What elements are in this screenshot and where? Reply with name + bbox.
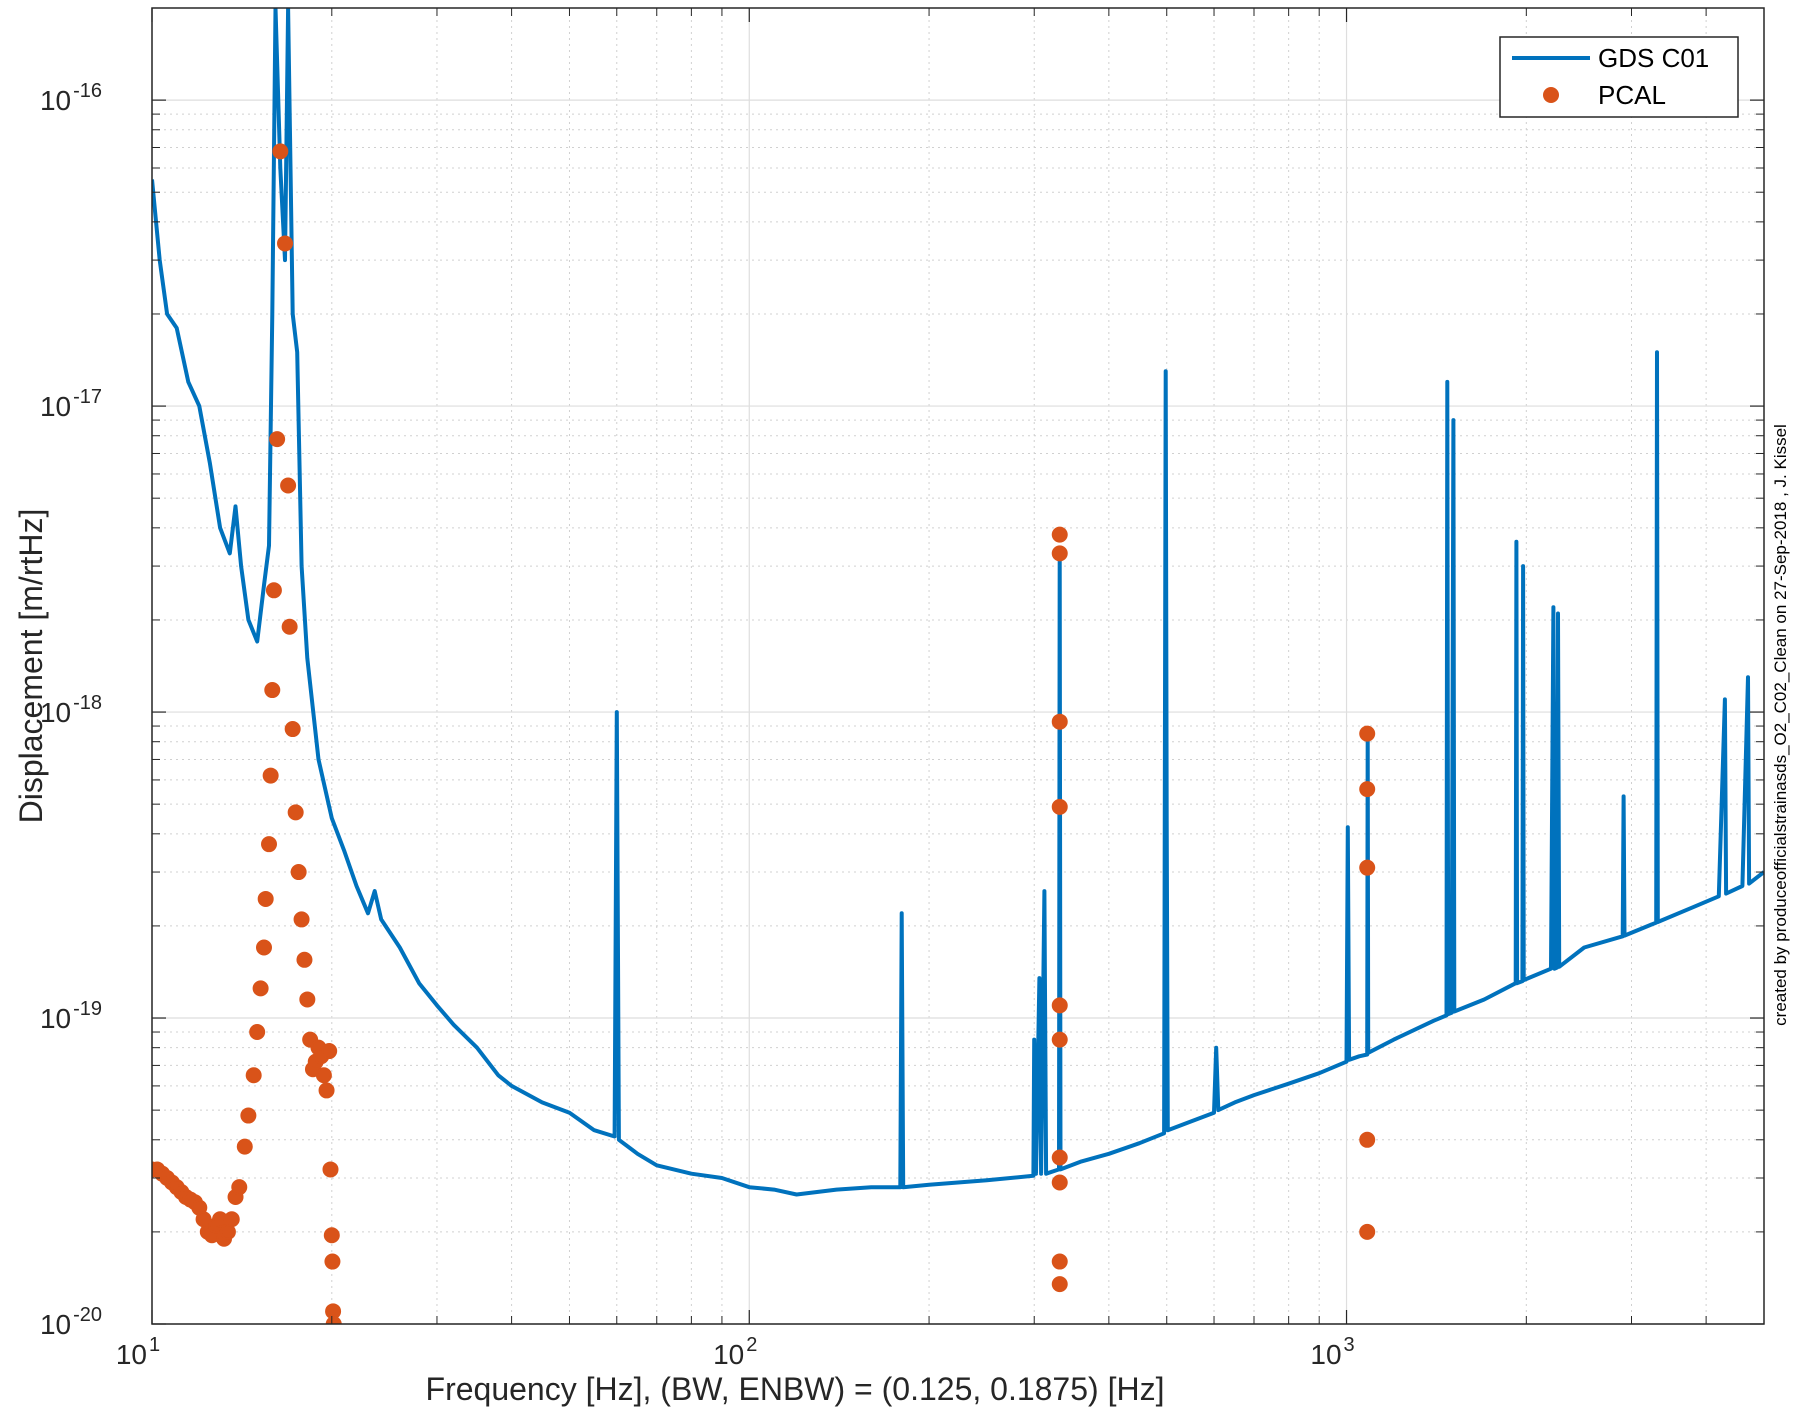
pcal-marker — [299, 991, 316, 1008]
y-tick-exponent: -20 — [73, 1304, 102, 1326]
pcal-marker — [318, 1082, 335, 1099]
pcal-marker — [1359, 859, 1376, 876]
pcal-marker — [265, 582, 282, 599]
x-tick-exponent: 1 — [149, 1334, 160, 1356]
pcal-marker — [240, 1107, 257, 1124]
pcal-marker — [284, 721, 301, 738]
pcal-marker — [296, 951, 313, 968]
y-tick-label: 10 -17 — [40, 386, 102, 422]
pcal-marker — [293, 911, 310, 928]
pcal-marker — [1359, 1223, 1376, 1240]
y-tick-label: 10 -16 — [40, 80, 102, 116]
x-axis-label: Frequency [Hz], (BW, ENBW) = (0.125, 0.1… — [426, 1371, 1165, 1407]
pcal-marker — [290, 864, 307, 881]
y-tick-exponent: -16 — [73, 80, 102, 102]
pcal-marker — [231, 1179, 248, 1196]
pcal-marker — [1359, 781, 1376, 798]
pcal-marker — [280, 477, 297, 494]
plot-area — [152, 8, 1764, 1324]
credit-text: created by produceofficialstrainasds_O2_… — [1771, 424, 1790, 1026]
legend-box — [1499, 36, 1739, 118]
pcal-marker — [1051, 1253, 1068, 1270]
legend-marker-swatch — [1543, 87, 1559, 103]
y-tick-exponent: -18 — [73, 692, 102, 714]
pcal-marker — [249, 1024, 266, 1041]
legend-label-pcal: PCAL — [1598, 80, 1666, 110]
pcal-marker — [281, 618, 298, 635]
pcal-marker — [322, 1161, 339, 1178]
y-tick-exponent: -17 — [73, 386, 102, 408]
pcal-marker — [1359, 725, 1376, 742]
plot-content — [152, 8, 1764, 1324]
minor-grid — [152, 7, 1765, 1324]
gds-c01-line — [152, 8, 1764, 1197]
pcal-marker — [324, 1253, 341, 1270]
legend-label-gds-c01: GDS C01 — [1598, 43, 1709, 73]
pcal-marker — [287, 804, 304, 821]
pcal-marker — [272, 143, 289, 160]
plot-frame — [151, 7, 1765, 1325]
y-axis-label: Displacement [m/rtHz] — [13, 509, 49, 824]
pcal-marker — [252, 980, 269, 997]
pcal-marker — [264, 682, 281, 699]
pcal-marker — [257, 890, 274, 907]
pcal-marker — [325, 1316, 342, 1324]
pcal-marker — [1051, 545, 1068, 562]
pcal-marker — [323, 1227, 340, 1244]
pcal-marker — [223, 1211, 240, 1228]
pcal-marker — [269, 431, 286, 448]
pcal-marker — [1051, 713, 1068, 730]
pcal-marker — [1051, 526, 1068, 543]
pcal-marker — [1051, 1031, 1068, 1048]
pcal-marker — [1051, 1174, 1068, 1191]
pcal-marker — [255, 939, 272, 956]
pcal-marker — [1051, 798, 1068, 815]
pcal-legend-marker — [1543, 87, 1559, 103]
pcal-marker — [315, 1067, 332, 1084]
x-tick-exponent: 3 — [1344, 1334, 1355, 1356]
series-gds-c01 — [152, 8, 1764, 1197]
pcal-marker — [1051, 997, 1068, 1014]
pcal-marker — [236, 1138, 253, 1155]
pcal-marker — [1051, 1276, 1068, 1293]
pcal-marker — [245, 1067, 262, 1084]
pcal-marker — [261, 836, 278, 853]
pcal-marker — [277, 235, 294, 252]
legend: GDS C01 PCAL — [1499, 36, 1739, 118]
axis-ticks — [151, 7, 1765, 1325]
pcal-marker — [321, 1043, 338, 1060]
series-pcal — [152, 143, 1376, 1324]
pcal-marker — [1359, 1131, 1376, 1148]
pcal-marker — [262, 767, 279, 784]
y-tick-exponent: -19 — [73, 998, 102, 1020]
x-tick-exponent: 2 — [746, 1334, 757, 1356]
pcal-marker — [1051, 1149, 1068, 1166]
